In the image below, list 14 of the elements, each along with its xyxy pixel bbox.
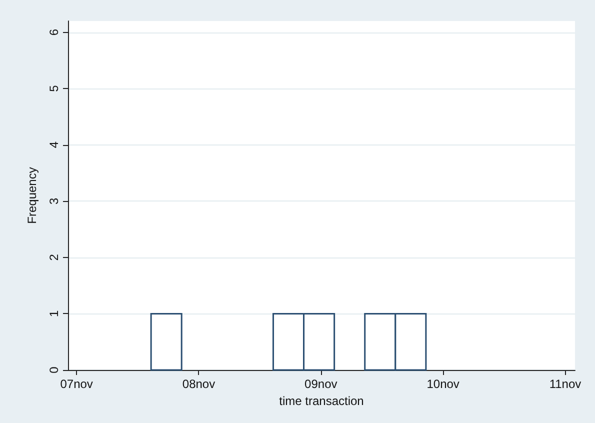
- y-axis-title: Frequency: [25, 167, 39, 224]
- y-tick-label: 5: [47, 84, 61, 92]
- y-tick-label: 1: [47, 310, 61, 318]
- y-tick-label: 2: [47, 254, 61, 261]
- x-tick-label: 07nov: [60, 377, 93, 391]
- y-tick-label: 3: [47, 197, 61, 204]
- x-tick-label: 10nov: [426, 377, 460, 391]
- x-tick-label: 08nov: [182, 377, 216, 391]
- x-tick-label: 09nov: [304, 377, 338, 391]
- y-tick-label: 4: [47, 141, 61, 148]
- x-axis-title: time transaction: [279, 394, 364, 408]
- x-tick-label: 11nov: [549, 377, 582, 391]
- y-tick-label: 6: [47, 28, 61, 36]
- y-tick-label: 0: [47, 366, 61, 374]
